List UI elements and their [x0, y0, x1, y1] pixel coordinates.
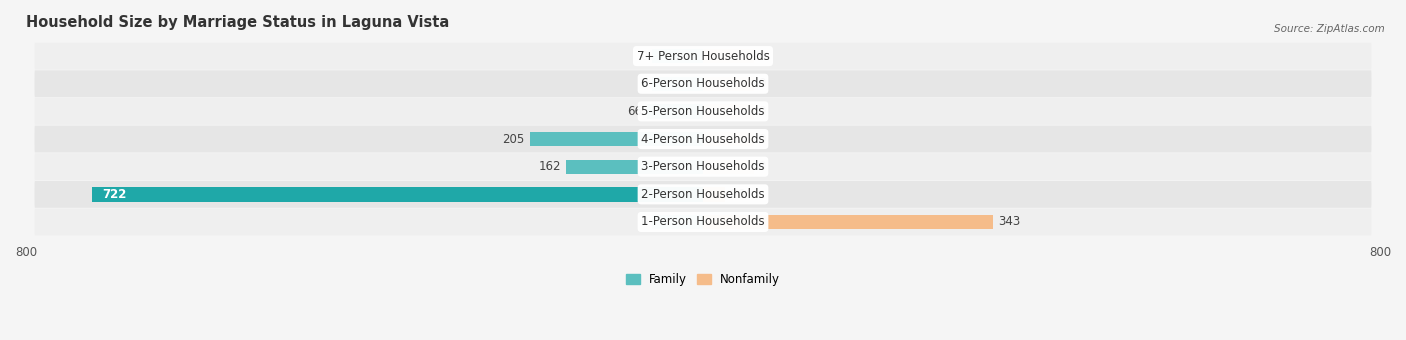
Text: 7+ Person Households: 7+ Person Households	[637, 50, 769, 63]
Bar	[703, 159, 754, 174]
Text: 343: 343	[998, 216, 1021, 228]
FancyBboxPatch shape	[35, 43, 1371, 69]
Text: 4-Person Households: 4-Person Households	[641, 133, 765, 146]
Text: 162: 162	[538, 160, 561, 173]
Text: 1-Person Households: 1-Person Households	[641, 216, 765, 228]
Text: Source: ZipAtlas.com: Source: ZipAtlas.com	[1274, 24, 1385, 34]
Text: Household Size by Marriage Status in Laguna Vista: Household Size by Marriage Status in Lag…	[27, 15, 450, 30]
Bar	[703, 104, 754, 119]
Bar	[703, 76, 754, 91]
Text: 722: 722	[103, 188, 127, 201]
Text: 0: 0	[641, 77, 648, 90]
Bar	[703, 187, 725, 202]
FancyBboxPatch shape	[35, 98, 1371, 125]
Text: 0: 0	[758, 50, 765, 63]
Legend: Family, Nonfamily: Family, Nonfamily	[626, 273, 780, 286]
Bar	[652, 215, 703, 229]
Bar	[703, 132, 754, 146]
Text: 0: 0	[758, 160, 765, 173]
Bar	[652, 49, 703, 63]
FancyBboxPatch shape	[35, 153, 1371, 180]
Text: 0: 0	[758, 77, 765, 90]
Text: 0: 0	[641, 216, 648, 228]
Bar	[652, 76, 703, 91]
FancyBboxPatch shape	[35, 70, 1371, 97]
FancyBboxPatch shape	[35, 126, 1371, 152]
Text: 5-Person Households: 5-Person Households	[641, 105, 765, 118]
Bar	[567, 159, 703, 174]
Text: 26: 26	[730, 188, 745, 201]
FancyBboxPatch shape	[35, 208, 1371, 235]
Bar	[91, 187, 703, 202]
Bar	[530, 132, 703, 146]
Text: 2-Person Households: 2-Person Households	[641, 188, 765, 201]
Text: 0: 0	[758, 105, 765, 118]
Text: 0: 0	[758, 133, 765, 146]
Text: 205: 205	[502, 133, 524, 146]
Text: 6-Person Households: 6-Person Households	[641, 77, 765, 90]
Bar	[703, 49, 754, 63]
Bar	[647, 104, 703, 119]
FancyBboxPatch shape	[35, 181, 1371, 208]
Text: 3-Person Households: 3-Person Households	[641, 160, 765, 173]
Text: 0: 0	[641, 50, 648, 63]
Text: 66: 66	[627, 105, 643, 118]
Bar	[703, 215, 993, 229]
